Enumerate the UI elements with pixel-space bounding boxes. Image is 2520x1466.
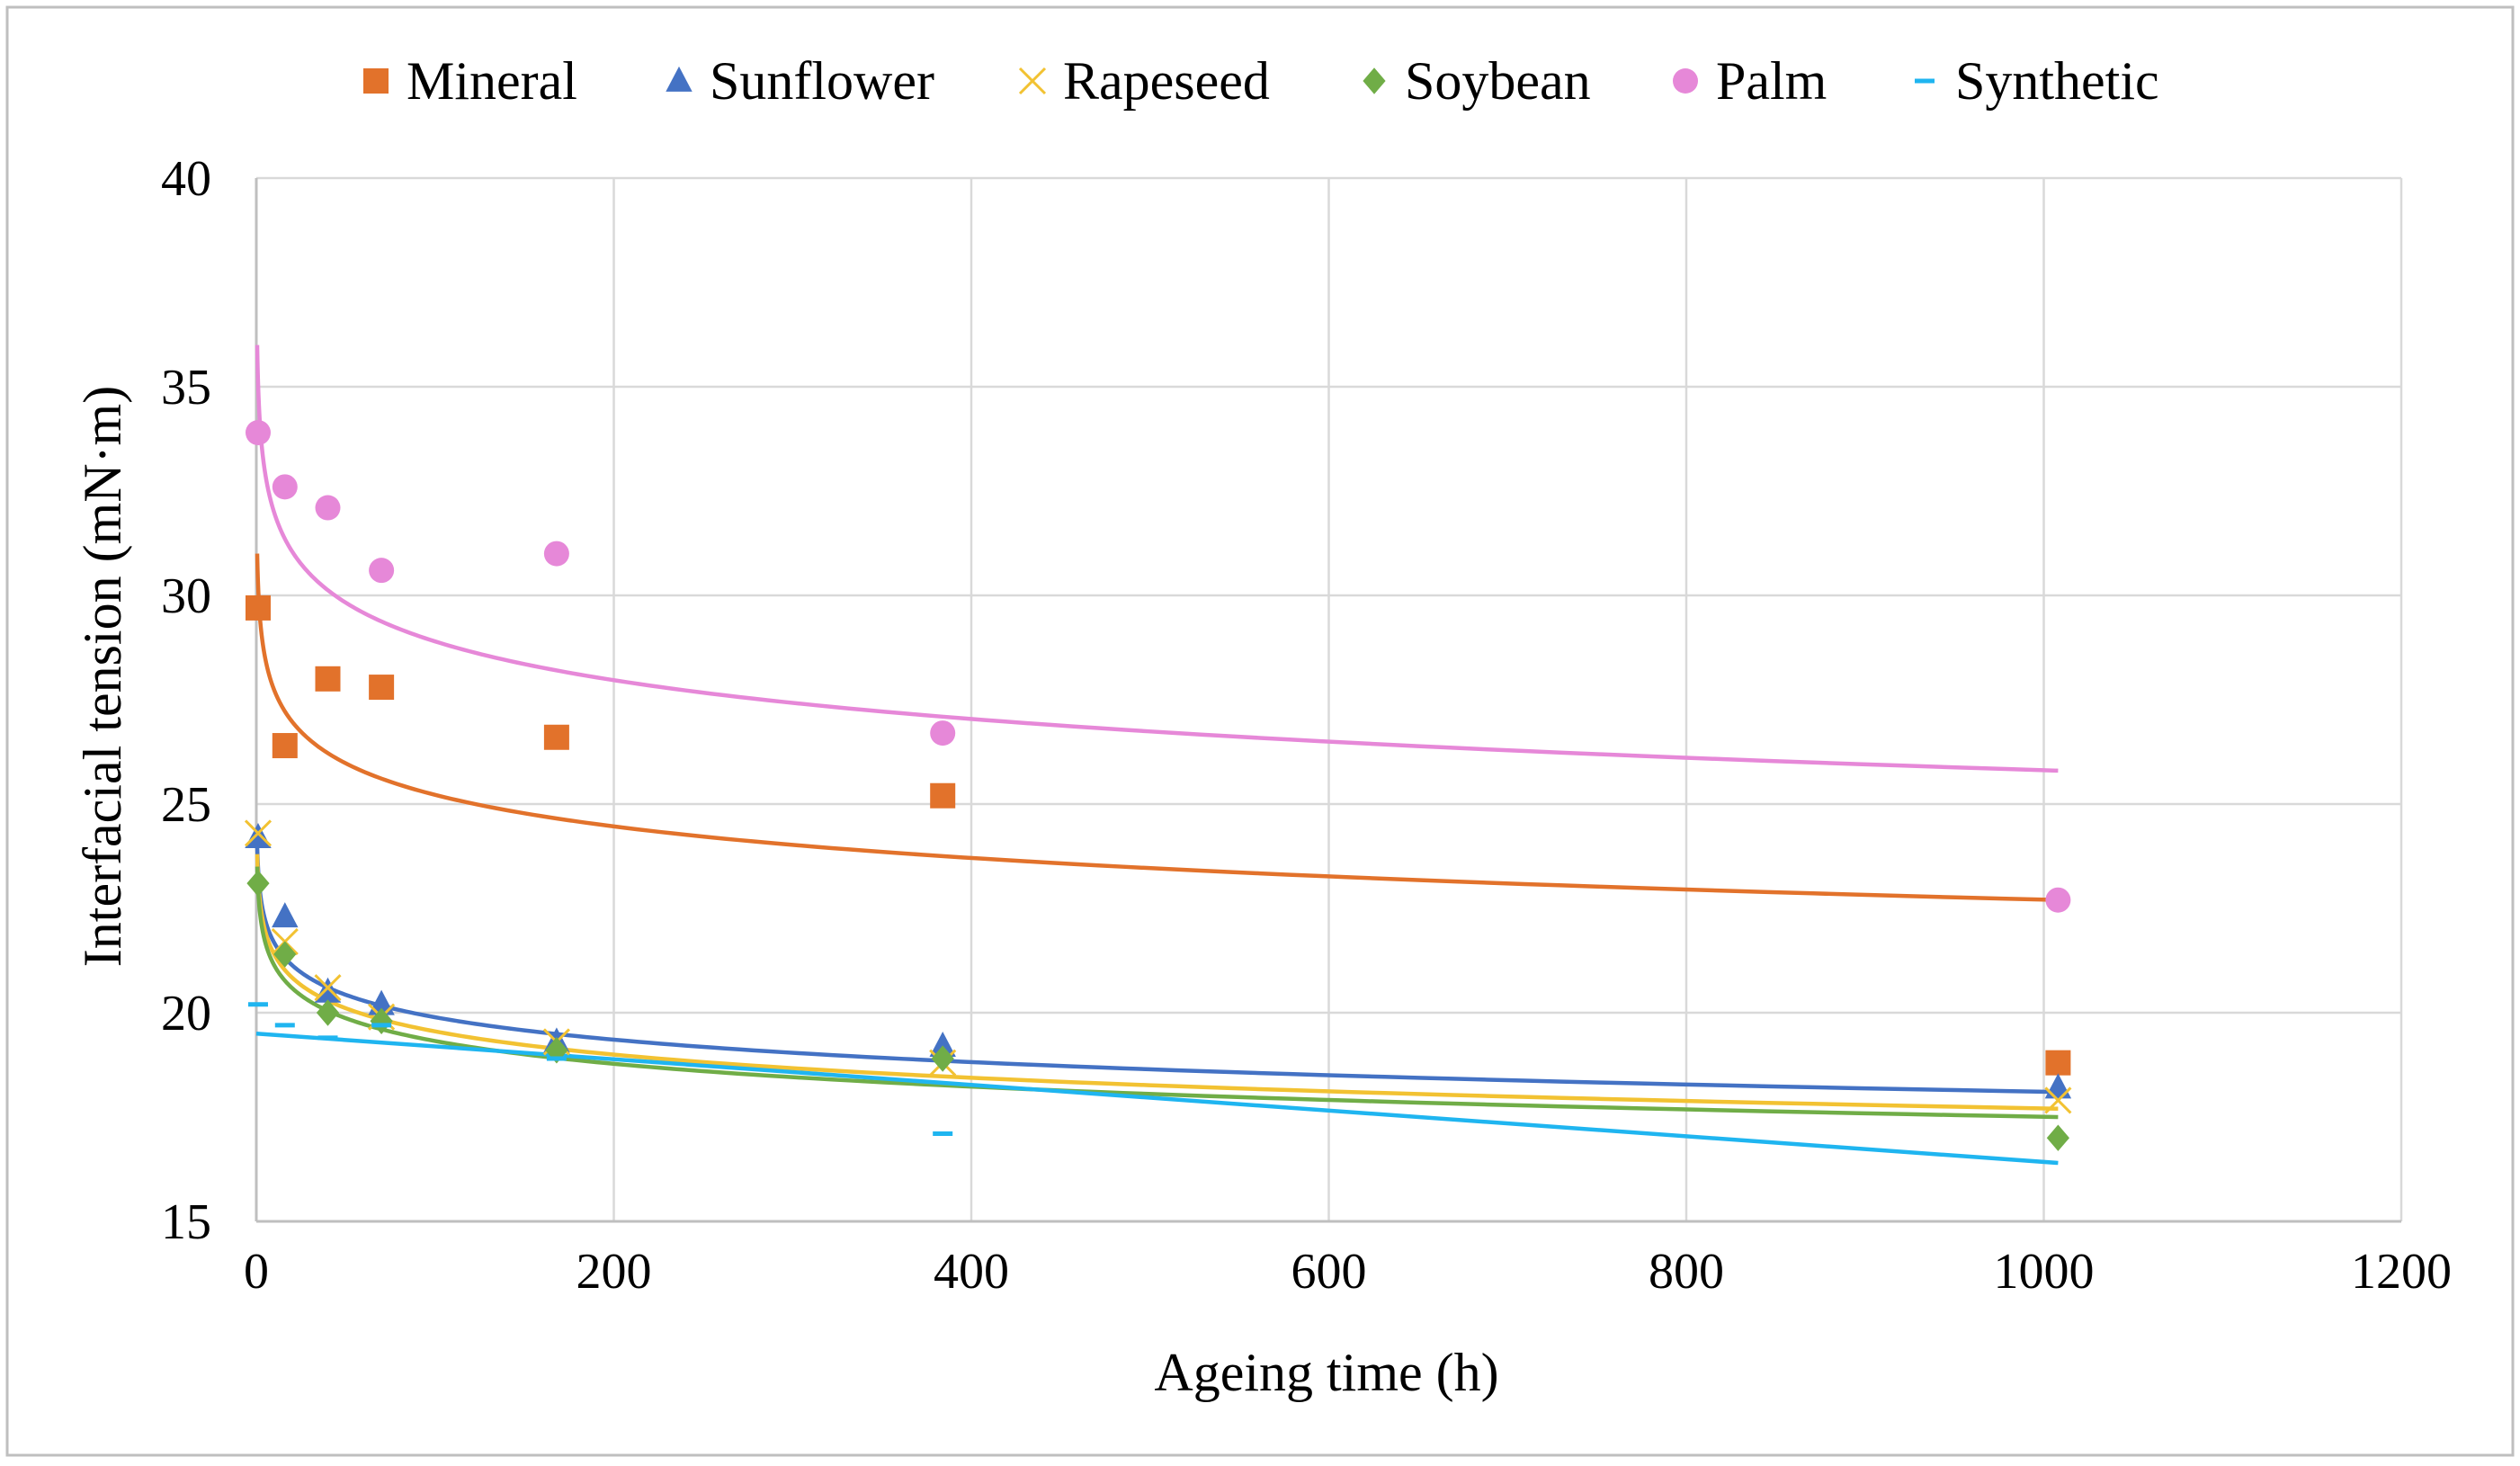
- x-tick-label: 200: [576, 1244, 652, 1300]
- trendline-soybean: [255, 866, 2059, 1120]
- y-tick-label: 40: [161, 151, 211, 207]
- legend-item-sunflower: Sunflower: [666, 51, 934, 111]
- legend: Mineral Sunflower Rapeseed Soybean Palm Synth…: [363, 51, 2159, 111]
- x-tick-label: 1200: [2351, 1244, 2452, 1300]
- chart-border: [5, 5, 2515, 1457]
- y-tick-label: 20: [161, 986, 211, 1041]
- data-point-soybean: [931, 1045, 954, 1072]
- data-point-mineral: [369, 675, 395, 701]
- trendline-palm: [255, 344, 2059, 773]
- legend-marker-sunflower: [666, 66, 693, 92]
- data-point-rapeseed: [2044, 1086, 2072, 1114]
- data-point-palm: [245, 420, 271, 446]
- x-tick-label: 600: [1291, 1244, 1367, 1300]
- data-point-mineral: [245, 594, 271, 621]
- legend-item-synthetic: Synthetic: [1915, 51, 2159, 111]
- data-point-rapeseed: [244, 819, 273, 847]
- data-point-soybean: [370, 1007, 393, 1034]
- legend-label: Rapeseed: [1063, 51, 1270, 111]
- data-point-palm: [369, 558, 395, 584]
- x-tick-label: 800: [1649, 1244, 1724, 1300]
- data-point-soybean: [316, 999, 340, 1026]
- data-point-rapeseed: [314, 974, 342, 1002]
- data-point-sunflower: [245, 823, 272, 849]
- data-point-palm: [315, 495, 341, 521]
- data-point-mineral: [272, 733, 298, 759]
- legend-marker-soybean: [1363, 67, 1386, 94]
- data-point-mineral: [315, 666, 341, 692]
- data-point-mineral: [2045, 1050, 2071, 1076]
- legend-label: Soybean: [1405, 51, 1591, 111]
- data-point-sunflower: [272, 902, 299, 928]
- legend-label: Palm: [1716, 51, 1827, 111]
- legend-item-palm: Palm: [1673, 51, 1827, 111]
- y-tick-label: 30: [161, 568, 211, 624]
- x-tick-label: 1000: [1994, 1244, 2095, 1300]
- legend-item-rapeseed: Rapeseed: [1018, 51, 1270, 111]
- x-tick-label: 0: [244, 1244, 269, 1300]
- data-point-sunflower: [929, 1032, 956, 1058]
- y-tick-label: 35: [161, 360, 211, 416]
- data-point-soybean: [246, 870, 270, 897]
- data-point-palm: [272, 474, 298, 500]
- data-point-palm: [543, 541, 569, 567]
- legend-marker-mineral: [363, 68, 389, 94]
- legend-item-mineral: Mineral: [363, 51, 577, 111]
- x-axis-title: Ageing time (h): [1154, 1343, 1498, 1402]
- y-tick-label: 15: [161, 1194, 211, 1250]
- legend-label: Sunflower: [710, 51, 934, 111]
- tick-labels: 0 200 400 600 800 1000 1200 15 20 25 30 35 40: [161, 151, 2452, 1300]
- data-markers: [244, 420, 2072, 1151]
- legend-label: Synthetic: [1955, 51, 2159, 111]
- data-point-soybean: [273, 941, 297, 968]
- data-point-mineral: [543, 724, 569, 750]
- data-point-sunflower: [314, 977, 342, 1003]
- legend-label: Mineral: [407, 51, 577, 111]
- legend-marker-rapeseed: [1018, 67, 1047, 95]
- data-point-mineral: [930, 782, 956, 809]
- y-tick-label: 25: [161, 777, 211, 833]
- y-axis-title: Interfacial tension (mN·m): [73, 386, 132, 967]
- x-tick-label: 400: [934, 1244, 1009, 1300]
- data-point-palm: [2045, 887, 2071, 913]
- legend-item-soybean: Soybean: [1363, 51, 1591, 111]
- data-point-soybean: [2046, 1124, 2069, 1151]
- grid-lines: [256, 176, 2403, 1221]
- data-point-palm: [930, 720, 956, 746]
- legend-marker-palm: [1673, 68, 1698, 94]
